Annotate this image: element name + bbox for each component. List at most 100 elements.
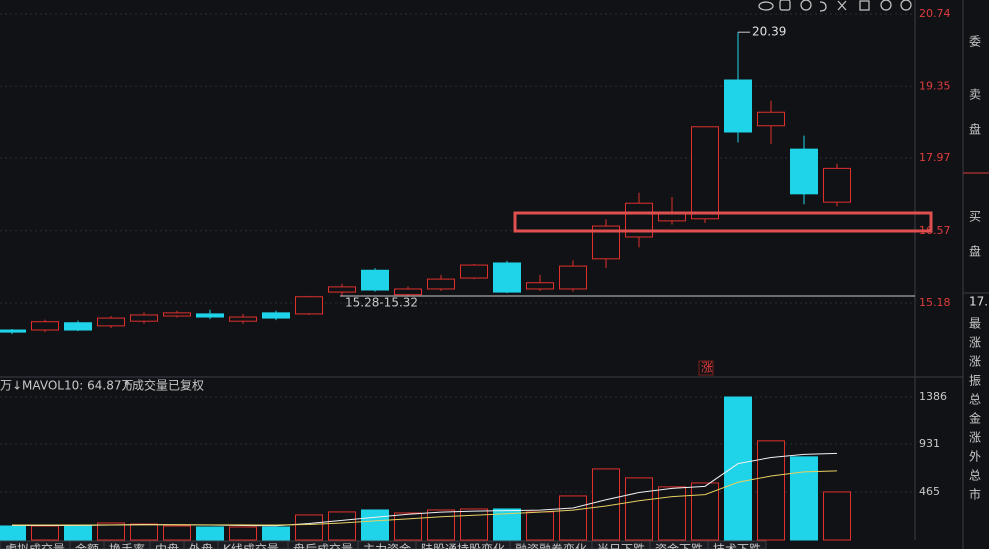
- candle-body: [790, 148, 818, 195]
- play-icon[interactable]: [800, 0, 812, 11]
- hand-icon[interactable]: [779, 0, 791, 11]
- candle-body: [97, 317, 125, 327]
- volume-unit: 万: [0, 379, 12, 393]
- tab-label[interactable]: 主力资金: [363, 542, 411, 549]
- side-label: 金: [969, 411, 981, 426]
- side-label: 17.: [969, 295, 988, 309]
- tab-label[interactable]: 陆股通持股变化: [421, 542, 505, 549]
- volume-bar: [64, 525, 92, 541]
- volume-bar: [229, 526, 257, 541]
- volume-bar: [559, 495, 587, 541]
- candle-body: [394, 288, 422, 296]
- candle-body: [0, 329, 26, 333]
- tab-label[interactable]: 融资融券变化: [515, 542, 587, 549]
- candle-body: [130, 314, 158, 322]
- volume-bar: [757, 440, 785, 541]
- volume-label: ↓MAVOL10: 64.87万: [12, 379, 133, 393]
- candle-body: [526, 282, 554, 290]
- cut-icon[interactable]: [837, 0, 847, 11]
- y-tick-label: 17.97: [919, 151, 951, 164]
- candle-body: [559, 265, 587, 290]
- candle-body: [163, 312, 191, 317]
- candle-body: [691, 126, 719, 220]
- side-label: 外: [969, 450, 981, 464]
- volume-tick-label: 931: [919, 437, 940, 450]
- tab-label[interactable]: 外盘: [189, 542, 213, 549]
- candle-body: [361, 269, 389, 291]
- side-label: 涨: [969, 430, 981, 445]
- volume-bar: [394, 512, 422, 541]
- volume-bar: [823, 491, 851, 541]
- tab-label[interactable]: 资金下跌: [655, 542, 703, 549]
- side-label: 卖: [969, 88, 981, 102]
- high-annotation: 20.39: [752, 25, 786, 39]
- candle-body: [757, 111, 785, 127]
- volume-bar: [295, 514, 323, 541]
- volume-bar: [691, 482, 719, 541]
- side-label: 买: [969, 210, 981, 224]
- side-label: 委: [969, 35, 981, 49]
- candle-body: [328, 286, 356, 293]
- candle-body: [493, 262, 521, 293]
- volume-bar: [97, 522, 125, 541]
- candle-body: [460, 264, 488, 279]
- marker-box: [698, 360, 714, 376]
- volume-bar: [625, 477, 653, 541]
- marker-label: 涨: [701, 360, 713, 375]
- volume-bar: [460, 508, 488, 541]
- volume-tick-label: 1386: [919, 390, 947, 403]
- y-tick-label: 16.57: [919, 224, 951, 237]
- candle-body: [295, 296, 323, 315]
- volume-bar: [130, 523, 158, 541]
- y-tick-label: 15.18: [919, 296, 951, 309]
- undo-icon[interactable]: [819, 1, 827, 12]
- square-icon[interactable]: [859, 0, 870, 11]
- candle-body: [31, 321, 59, 331]
- volume-bar: [163, 525, 191, 541]
- candle-body: [427, 278, 455, 290]
- eye-icon[interactable]: [758, 1, 774, 11]
- zoom-in-icon[interactable]: [880, 0, 892, 11]
- zoom-out-icon[interactable]: [900, 0, 912, 11]
- tab-label[interactable]: 技术下跌: [713, 542, 761, 549]
- volume-bar: [31, 525, 59, 541]
- tab-label[interactable]: K线成交量: [223, 542, 279, 549]
- candle-body: [196, 313, 224, 318]
- volume-bar: [0, 525, 26, 541]
- toolbar: [758, 0, 912, 12]
- candle-body: [229, 316, 257, 322]
- volume-bar: [526, 511, 554, 541]
- candle-body: [823, 167, 851, 203]
- volume-bar: [724, 396, 752, 541]
- side-label: 涨: [969, 335, 981, 350]
- tab-label[interactable]: 内盘: [155, 542, 179, 549]
- ma-line: [12, 470, 838, 526]
- volume-bar: [196, 526, 224, 541]
- highlight-box: [513, 211, 933, 233]
- side-label: 最: [969, 317, 981, 331]
- volume-bar: [658, 486, 686, 541]
- side-label: 盘: [969, 122, 981, 137]
- tab-label[interactable]: 金额: [75, 542, 99, 549]
- candle-body: [64, 322, 92, 331]
- side-label: 涨: [969, 354, 981, 369]
- tab-label[interactable]: 当日下跌: [597, 542, 645, 549]
- volume-bar: [262, 526, 290, 541]
- volume-bar: [361, 509, 389, 541]
- side-label: 市: [969, 487, 981, 502]
- side-label: 振: [969, 374, 981, 388]
- tab: [707, 540, 767, 549]
- volume-bar: [328, 511, 356, 541]
- candle-body: [262, 312, 290, 319]
- tab-label[interactable]: 虚拟成交量: [5, 542, 65, 549]
- y-tick-label: 20.74: [919, 7, 951, 20]
- volume-bar: [427, 509, 455, 541]
- side-label: 总: [969, 469, 981, 483]
- side-label: 总: [969, 393, 981, 407]
- tab-label[interactable]: 换手率: [109, 542, 145, 549]
- volume-note: ↑成交量已复权: [122, 378, 204, 393]
- range-annotation: 15.28-15.32: [345, 296, 418, 310]
- tab-label[interactable]: 盘后成交量: [293, 542, 353, 549]
- side-label: 盘: [969, 244, 981, 259]
